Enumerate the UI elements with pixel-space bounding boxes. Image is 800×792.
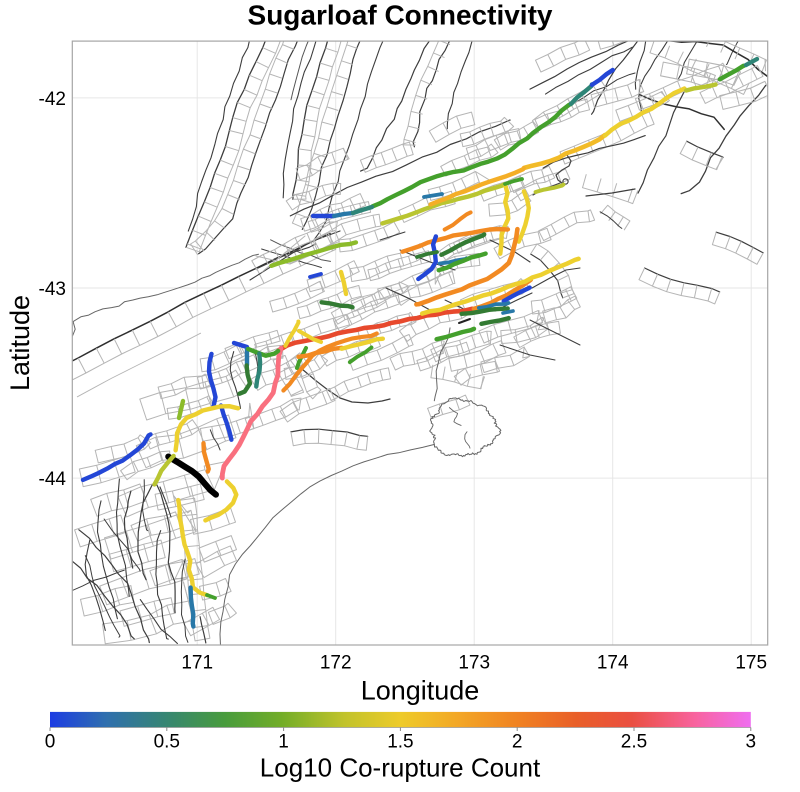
svg-text:2.5: 2.5: [621, 732, 647, 753]
svg-text:-43: -43: [39, 279, 66, 300]
svg-text:3: 3: [746, 732, 757, 753]
svg-text:2: 2: [512, 732, 523, 753]
svg-text:0: 0: [45, 732, 56, 753]
svg-text:175: 175: [735, 653, 767, 674]
svg-text:Sugarloaf Connectivity: Sugarloaf Connectivity: [248, 0, 553, 31]
svg-text:-42: -42: [39, 89, 66, 110]
svg-text:-44: -44: [39, 469, 67, 490]
svg-text:0.5: 0.5: [154, 732, 180, 753]
svg-text:Log10 Co-rupture Count: Log10 Co-rupture Count: [260, 753, 541, 783]
svg-text:173: 173: [458, 653, 490, 674]
svg-text:1: 1: [278, 732, 289, 753]
svg-text:Latitude: Latitude: [5, 295, 35, 391]
svg-text:172: 172: [320, 653, 352, 674]
svg-text:174: 174: [597, 653, 629, 674]
svg-text:171: 171: [181, 653, 213, 674]
svg-text:Longitude: Longitude: [361, 676, 480, 706]
svg-text:1.5: 1.5: [387, 732, 413, 753]
